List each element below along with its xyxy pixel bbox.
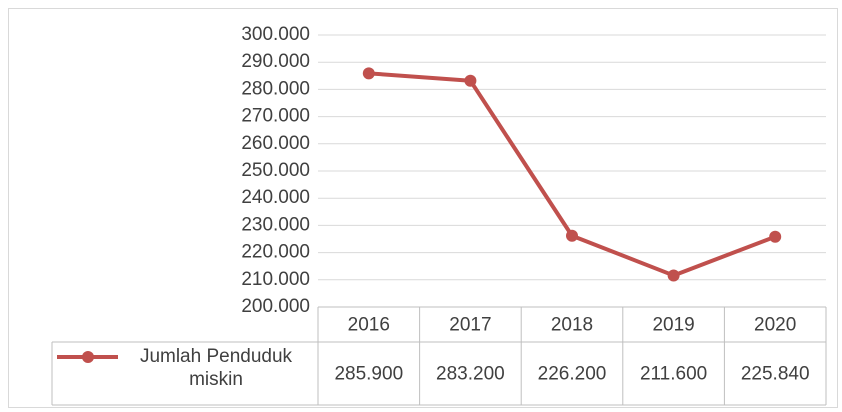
y-tick-label: 200.000	[241, 296, 310, 317]
table-value: 226.200	[538, 364, 607, 385]
y-tick-label: 210.000	[241, 269, 310, 290]
legend-label: Jumlah Penduduk miskin	[139, 346, 293, 390]
y-tick-label: 300.000	[241, 24, 310, 45]
y-tick-label: 240.000	[241, 187, 310, 208]
x-tick-label: 2017	[449, 315, 491, 336]
chart-border	[8, 8, 838, 408]
table-value: 225.840	[741, 364, 810, 385]
y-tick-label: 220.000	[241, 242, 310, 263]
y-tick-label: 280.000	[241, 78, 310, 99]
table-value: 211.600	[640, 364, 707, 385]
x-tick-label: 2019	[652, 315, 694, 336]
y-tick-label: 230.000	[241, 214, 310, 235]
x-tick-label: 2018	[551, 315, 593, 336]
y-tick-label: 250.000	[241, 160, 310, 181]
y-tick-label: 270.000	[241, 106, 310, 127]
x-tick-label: 2016	[348, 315, 390, 336]
legend-marker	[82, 351, 94, 363]
y-tick-label: 260.000	[241, 133, 310, 154]
marker	[667, 269, 680, 282]
table-value: 283.200	[436, 364, 505, 385]
x-tick-label: 2020	[754, 315, 796, 336]
table-value: 285.900	[334, 364, 403, 385]
marker	[566, 229, 578, 242]
marker	[362, 67, 375, 80]
marker	[464, 74, 477, 87]
marker	[769, 230, 782, 243]
y-tick-label: 290.000	[241, 51, 310, 72]
